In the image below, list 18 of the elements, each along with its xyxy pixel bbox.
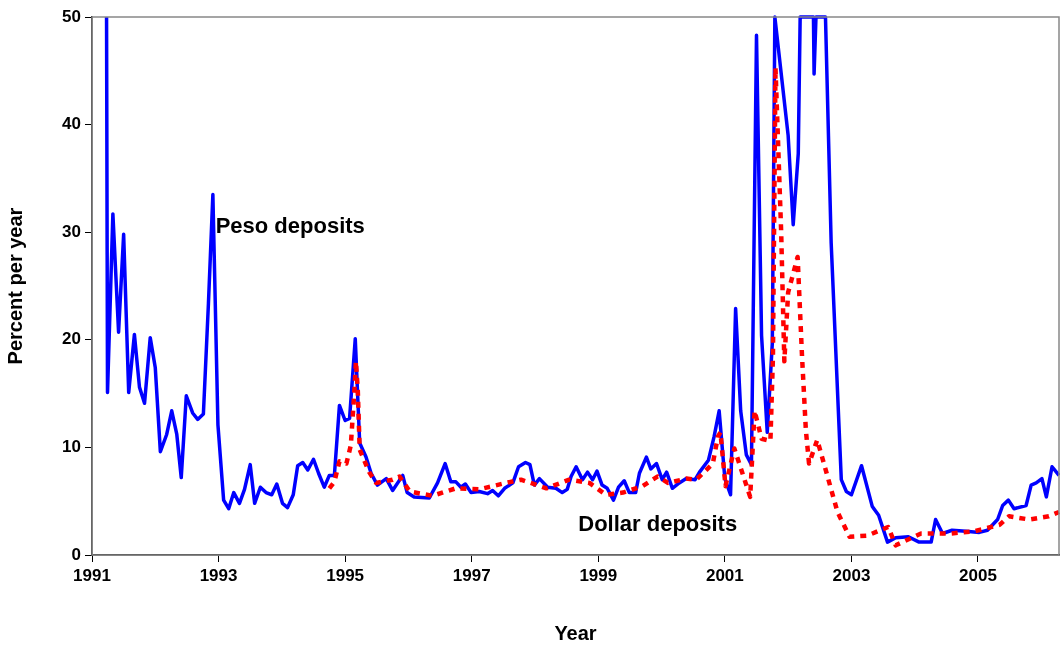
y-tick-label: 40 — [62, 114, 81, 134]
series-label: Dollar deposits — [578, 511, 738, 537]
x-tick-label: 1997 — [452, 565, 491, 585]
x-axis-title: Year — [554, 621, 597, 644]
x-tick-label: 2003 — [832, 565, 871, 585]
series-label: Peso deposits — [215, 212, 365, 238]
x-tick-label: 2005 — [959, 565, 997, 585]
x-tick-label: 1995 — [326, 565, 365, 585]
y-axis-title: Percent per year — [3, 207, 26, 365]
x-tick-label: 1999 — [579, 565, 618, 585]
y-tick-label: 50 — [62, 6, 81, 26]
x-tick-label: 2001 — [705, 565, 744, 585]
y-tick-label: 20 — [62, 329, 81, 349]
y-tick-label: 0 — [71, 544, 81, 564]
x-tick-label: 1993 — [199, 565, 238, 585]
x-tick-label: 1991 — [73, 565, 111, 585]
y-tick-label: 30 — [62, 221, 81, 241]
y-tick-label: 10 — [62, 437, 81, 457]
